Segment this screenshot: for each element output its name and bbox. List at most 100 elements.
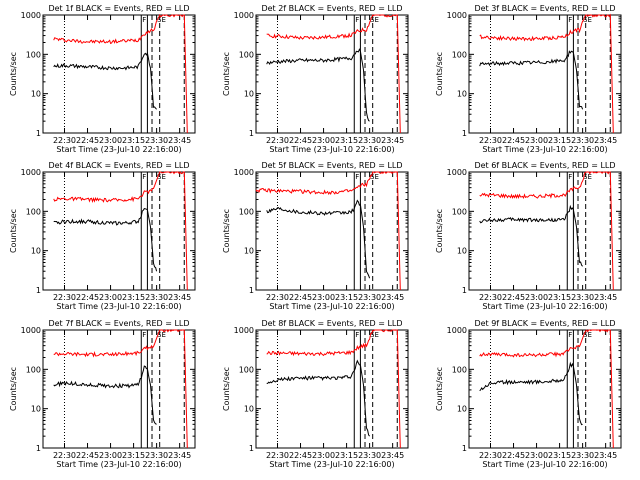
lld-series-line [53, 13, 188, 134]
lld-series-line [53, 171, 188, 291]
se-marker-label: SE [370, 331, 379, 339]
y-tick-label: 10 [31, 90, 41, 99]
x-tick-label: 23:30 [145, 451, 168, 460]
chart-title: Det 2f BLACK = Events, RED = LLD [261, 4, 402, 13]
se-marker-label: SE [370, 173, 379, 181]
x-tick-label: 23:15 [548, 293, 571, 302]
x-tick-label: 23:00 [525, 451, 548, 460]
y-tick-label: 1 [249, 286, 254, 295]
chart-title: Det 9f BLACK = Events, RED = LLD [474, 319, 615, 328]
x-axis-label: Start Time (23-Jul-10 22:16:00) [269, 302, 394, 311]
x-tick-label: 22:45 [289, 136, 312, 145]
y-tick-label: 10 [457, 405, 467, 414]
flare-marker-label: F [142, 331, 146, 339]
flare-marker-label: F [355, 173, 359, 181]
y-tick-label: 1000 [447, 168, 467, 177]
x-axis-label: Start Time (23-Jul-10 22:16:00) [269, 460, 394, 469]
y-tick-label: 100 [452, 207, 467, 216]
x-tick-label: 22:45 [289, 451, 312, 460]
y-tick-label: 10 [457, 247, 467, 256]
x-tick-label: 23:30 [358, 293, 381, 302]
y-axis-label: Counts/sec [222, 367, 231, 411]
x-tick-label: 23:15 [122, 136, 145, 145]
x-axis-label: Start Time (23-Jul-10 22:16:00) [482, 302, 607, 311]
x-tick-label: 22:45 [502, 136, 525, 145]
events-series-line [266, 48, 370, 122]
y-axis-label: Counts/sec [435, 209, 444, 253]
events-series-line [479, 50, 584, 110]
lld-series-line [479, 171, 614, 291]
chart-title: Det 3f BLACK = Events, RED = LLD [474, 4, 615, 13]
chart-title: Det 6f BLACK = Events, RED = LLD [474, 161, 615, 170]
x-tick-label: 22:30 [53, 293, 76, 302]
y-tick-label: 1000 [234, 168, 254, 177]
x-tick-label: 22:30 [479, 136, 502, 145]
events-series-line [53, 51, 157, 110]
chart-panel-5: Det 5f BLACK = Events, RED = LLD 1 10 100 10… [222, 161, 409, 311]
chart-title: Det 8f BLACK = Events, RED = LLD [261, 319, 402, 328]
y-axis-label: Counts/sec [9, 209, 18, 253]
x-tick-label: 23:45 [381, 293, 404, 302]
x-tick-label: 22:30 [53, 451, 76, 460]
x-tick-label: 22:30 [479, 293, 502, 302]
se-marker-label: SE [583, 173, 592, 181]
x-tick-label: 23:15 [548, 136, 571, 145]
x-tick-label: 23:00 [525, 293, 548, 302]
y-tick-label: 1000 [234, 326, 254, 335]
x-tick-label: 23:45 [381, 136, 404, 145]
plot-frame [255, 14, 409, 134]
flare-marker-label: F [355, 16, 359, 24]
events-series-line [53, 208, 158, 272]
y-tick-label: 10 [31, 247, 41, 256]
chart-title: Det 5f BLACK = Events, RED = LLD [261, 161, 402, 170]
y-tick-label: 100 [26, 50, 41, 59]
lld-series-line [266, 14, 401, 134]
x-tick-label: 23:00 [312, 451, 335, 460]
x-tick-label: 23:45 [168, 136, 191, 145]
plot-frame [468, 329, 622, 449]
y-tick-label: 1000 [21, 11, 41, 20]
y-tick-label: 1 [462, 444, 467, 453]
y-tick-label: 1 [36, 129, 41, 138]
y-tick-label: 1 [36, 286, 41, 295]
plot-frame [255, 171, 409, 291]
x-tick-label: 23:00 [312, 136, 335, 145]
y-axis-label: Counts/sec [435, 52, 444, 96]
x-tick-label: 23:45 [594, 136, 617, 145]
x-axis-label: Start Time (23-Jul-10 22:16:00) [56, 460, 181, 469]
y-axis-label: Counts/sec [9, 52, 18, 96]
chart-panel-9: Det 9f BLACK = Events, RED = LLD 1 10 100 10… [435, 319, 622, 469]
x-axis-label: Start Time (23-Jul-10 22:16:00) [56, 302, 181, 311]
plot-frame [42, 171, 196, 291]
y-axis-label: Counts/sec [9, 367, 18, 411]
x-tick-label: 22:45 [502, 451, 525, 460]
lld-series-line [266, 329, 401, 449]
se-marker-label: SE [157, 16, 166, 24]
y-tick-label: 100 [239, 50, 254, 59]
x-tick-label: 23:45 [594, 293, 617, 302]
chart-panel-7: Det 7f BLACK = Events, RED = LLD 1 10 100 10… [9, 319, 196, 469]
se-marker-label: SE [583, 331, 592, 339]
plot-frame [255, 329, 409, 449]
x-tick-label: 23:00 [99, 136, 122, 145]
se-marker-label: SE [157, 173, 166, 181]
x-tick-label: 23:00 [99, 293, 122, 302]
x-axis-label: Start Time (23-Jul-10 22:16:00) [482, 145, 607, 154]
y-tick-label: 10 [244, 247, 254, 256]
events-series-line [266, 359, 370, 437]
y-tick-label: 1000 [234, 11, 254, 20]
chart-panel-6: Det 6f BLACK = Events, RED = LLD 1 10 100 10… [435, 161, 622, 311]
x-tick-label: 23:15 [335, 136, 358, 145]
x-tick-label: 22:30 [266, 451, 289, 460]
x-tick-label: 22:30 [479, 451, 502, 460]
plot-frame [42, 14, 196, 134]
y-tick-label: 10 [457, 90, 467, 99]
y-tick-label: 100 [239, 207, 254, 216]
y-tick-label: 1 [249, 444, 254, 453]
chart-title: Det 7f BLACK = Events, RED = LLD [48, 319, 189, 328]
y-tick-label: 1 [249, 129, 254, 138]
x-tick-label: 22:45 [76, 451, 99, 460]
x-tick-label: 23:30 [145, 136, 168, 145]
y-tick-label: 1 [462, 286, 467, 295]
x-tick-label: 23:30 [358, 451, 381, 460]
